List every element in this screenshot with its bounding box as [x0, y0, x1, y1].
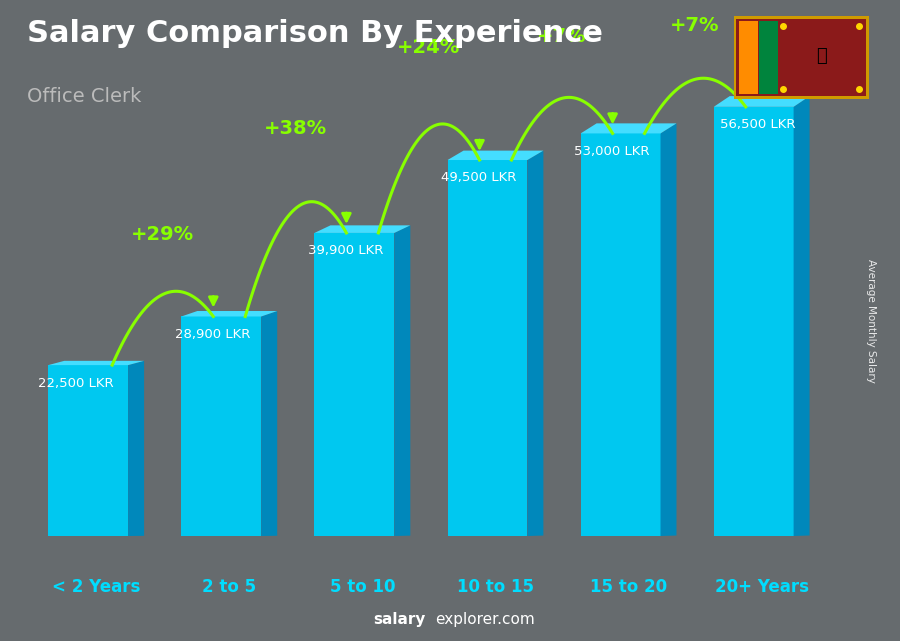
- Text: 10 to 15: 10 to 15: [457, 578, 534, 595]
- Polygon shape: [314, 233, 394, 536]
- Polygon shape: [314, 226, 410, 233]
- Text: 15 to 20: 15 to 20: [590, 578, 667, 595]
- Polygon shape: [128, 361, 144, 536]
- Text: 5 to 10: 5 to 10: [329, 578, 395, 595]
- Polygon shape: [580, 123, 677, 133]
- Text: 20+ Years: 20+ Years: [715, 578, 809, 595]
- Polygon shape: [527, 151, 544, 536]
- Text: +38%: +38%: [265, 119, 328, 138]
- Polygon shape: [447, 160, 527, 536]
- Polygon shape: [714, 96, 810, 107]
- Polygon shape: [182, 317, 261, 536]
- Polygon shape: [261, 311, 277, 536]
- Text: 49,500 LKR: 49,500 LKR: [441, 171, 517, 185]
- Polygon shape: [714, 107, 794, 536]
- Polygon shape: [447, 151, 544, 160]
- Text: Salary Comparison By Experience: Salary Comparison By Experience: [27, 19, 603, 48]
- Text: 53,000 LKR: 53,000 LKR: [574, 145, 650, 158]
- Text: 22,500 LKR: 22,500 LKR: [38, 376, 113, 390]
- Polygon shape: [794, 96, 810, 536]
- Bar: [779, 21, 863, 94]
- Text: 56,500 LKR: 56,500 LKR: [720, 118, 796, 131]
- Text: explorer.com: explorer.com: [435, 612, 535, 627]
- Bar: [760, 21, 778, 94]
- Polygon shape: [580, 133, 661, 536]
- Text: +7%: +7%: [537, 27, 587, 46]
- Text: 2 to 5: 2 to 5: [202, 578, 256, 595]
- Text: 🦁: 🦁: [816, 47, 826, 65]
- Text: +7%: +7%: [670, 15, 720, 35]
- Bar: [739, 21, 758, 94]
- Text: salary: salary: [374, 612, 426, 627]
- Text: +29%: +29%: [131, 226, 194, 244]
- Text: Office Clerk: Office Clerk: [27, 87, 141, 106]
- FancyBboxPatch shape: [731, 14, 871, 101]
- Polygon shape: [49, 361, 144, 365]
- Text: 39,900 LKR: 39,900 LKR: [308, 244, 383, 257]
- Text: +24%: +24%: [397, 38, 461, 58]
- Polygon shape: [394, 226, 410, 536]
- Text: 28,900 LKR: 28,900 LKR: [175, 328, 250, 341]
- Text: < 2 Years: < 2 Years: [52, 578, 140, 595]
- Text: Average Monthly Salary: Average Monthly Salary: [866, 258, 877, 383]
- Polygon shape: [49, 365, 128, 536]
- Polygon shape: [182, 311, 277, 317]
- Polygon shape: [661, 123, 677, 536]
